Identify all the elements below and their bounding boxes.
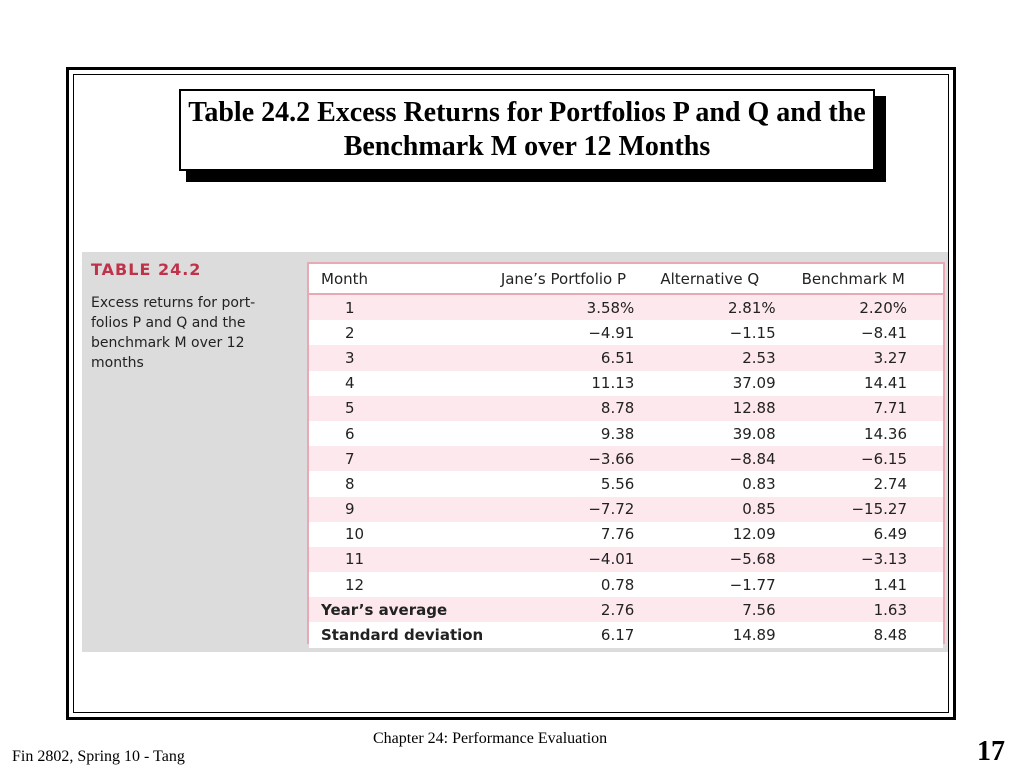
cell-alternative: 7.56 (660, 597, 802, 623)
cell-janes-portfolio: 5.56 (500, 471, 661, 497)
cell-janes-portfolio: 3.58% (500, 294, 661, 321)
cell-alternative: 12.09 (660, 521, 802, 547)
cell-alternative: −5.68 (660, 546, 802, 573)
header-month: Month (309, 264, 501, 295)
table-description: Excess returns for port-folios P and Q a… (91, 295, 256, 371)
cell-benchmark: −8.41 (801, 320, 943, 346)
cell-alternative: −8.84 (660, 446, 802, 472)
header-janes-portfolio: Jane’s Portfolio P (500, 264, 661, 295)
cell-alternative: 0.85 (660, 496, 802, 522)
table-caption: TABLE 24.2 Excess returns for port-folio… (91, 260, 291, 373)
cell-month: 7 (309, 446, 501, 472)
table-row: 8 5.56 0.83 2.74 (309, 471, 943, 497)
cell-benchmark: 2.20% (801, 294, 943, 321)
footer-chapter: Chapter 24: Performance Evaluation (373, 730, 608, 747)
cell-benchmark: 14.36 (801, 420, 943, 447)
cell-alternative: 2.81% (660, 294, 802, 321)
cell-benchmark: 1.63 (801, 597, 943, 623)
table-row: 1 3.58% 2.81% 2.20% (309, 294, 943, 321)
cell-alternative: −1.15 (660, 320, 802, 346)
cell-benchmark: 6.49 (801, 521, 943, 547)
table-panel: TABLE 24.2 Excess returns for port-folio… (82, 252, 948, 652)
cell-alternative: 14.89 (660, 622, 802, 648)
cell-janes-portfolio: −7.72 (500, 496, 661, 522)
cell-janes-portfolio: 0.78 (500, 572, 661, 598)
cell-alternative: 12.88 (660, 395, 802, 421)
table-row: 4 11.13 37.09 14.41 (309, 370, 943, 396)
excess-returns-table: Month Jane’s Portfolio P Alternative Q B… (309, 264, 943, 648)
table-row: 7 −3.66 −8.84 −6.15 (309, 446, 943, 472)
table-row: 10 7.76 12.09 6.49 (309, 521, 943, 547)
cell-benchmark: −6.15 (801, 446, 943, 472)
cell-month: 3 (309, 345, 501, 371)
page-number: 17 (977, 736, 1005, 767)
title-box: Table 24.2 Excess Returns for Portfolios… (179, 89, 875, 171)
cell-benchmark: −3.13 (801, 546, 943, 573)
cell-alternative: 0.83 (660, 471, 802, 497)
slide-frame-inner (73, 74, 949, 713)
table-row: 3 6.51 2.53 3.27 (309, 345, 943, 371)
cell-benchmark: 2.74 (801, 471, 943, 497)
table-row: 11 −4.01 −5.68 −3.13 (309, 546, 943, 573)
table-row: Standard deviation 6.17 14.89 8.48 (309, 622, 943, 648)
cell-janes-portfolio: −4.01 (500, 546, 661, 573)
cell-month: 11 (309, 546, 501, 573)
header-benchmark: Benchmark M (801, 264, 943, 295)
cell-alternative: −1.77 (660, 572, 802, 598)
table-label: TABLE 24.2 (91, 260, 202, 279)
cell-benchmark: −15.27 (801, 496, 943, 522)
footer-course: Fin 2802, Spring 10 - Tang (12, 748, 185, 765)
cell-janes-portfolio: 2.76 (500, 597, 661, 623)
table-row: 5 8.78 12.88 7.71 (309, 395, 943, 421)
cell-alternative: 37.09 (660, 370, 802, 396)
table-body: 1 3.58% 2.81% 2.20% 2 −4.91 −1.15 −8.41 3 6.51 2.5… (309, 294, 943, 648)
cell-month: Standard deviation (309, 622, 501, 648)
table-row: 9 −7.72 0.85 −15.27 (309, 496, 943, 522)
cell-benchmark: 8.48 (801, 622, 943, 648)
cell-benchmark: 14.41 (801, 370, 943, 396)
cell-janes-portfolio: 7.76 (500, 521, 661, 547)
data-table-box: Month Jane’s Portfolio P Alternative Q B… (307, 262, 945, 648)
cell-janes-portfolio: −4.91 (500, 320, 661, 346)
cell-month: 10 (309, 521, 501, 547)
cell-month: 5 (309, 395, 501, 421)
cell-alternative: 39.08 (660, 420, 802, 447)
cell-month: 1 (309, 294, 501, 321)
cell-month: Year’s average (309, 597, 501, 623)
header-alternative: Alternative Q (660, 264, 802, 295)
cell-month: 4 (309, 370, 501, 396)
slide-title: Table 24.2 Excess Returns for Portfolios… (188, 97, 866, 162)
table-row: 6 9.38 39.08 14.36 (309, 420, 943, 447)
cell-janes-portfolio: 6.51 (500, 345, 661, 371)
cell-month: 2 (309, 320, 501, 346)
cell-benchmark: 1.41 (801, 572, 943, 598)
cell-janes-portfolio: 8.78 (500, 395, 661, 421)
cell-month: 12 (309, 572, 501, 598)
cell-benchmark: 7.71 (801, 395, 943, 421)
cell-month: 6 (309, 420, 501, 447)
table-row: 12 0.78 −1.77 1.41 (309, 572, 943, 598)
cell-benchmark: 3.27 (801, 345, 943, 371)
cell-janes-portfolio: 6.17 (500, 622, 661, 648)
table-row: 2 −4.91 −1.15 −8.41 (309, 320, 943, 346)
cell-janes-portfolio: 11.13 (500, 370, 661, 396)
table-row: Year’s average 2.76 7.56 1.63 (309, 597, 943, 623)
cell-month: 8 (309, 471, 501, 497)
cell-janes-portfolio: 9.38 (500, 420, 661, 447)
table-header-row: Month Jane’s Portfolio P Alternative Q B… (309, 264, 943, 295)
cell-month: 9 (309, 496, 501, 522)
cell-alternative: 2.53 (660, 345, 802, 371)
cell-janes-portfolio: −3.66 (500, 446, 661, 472)
